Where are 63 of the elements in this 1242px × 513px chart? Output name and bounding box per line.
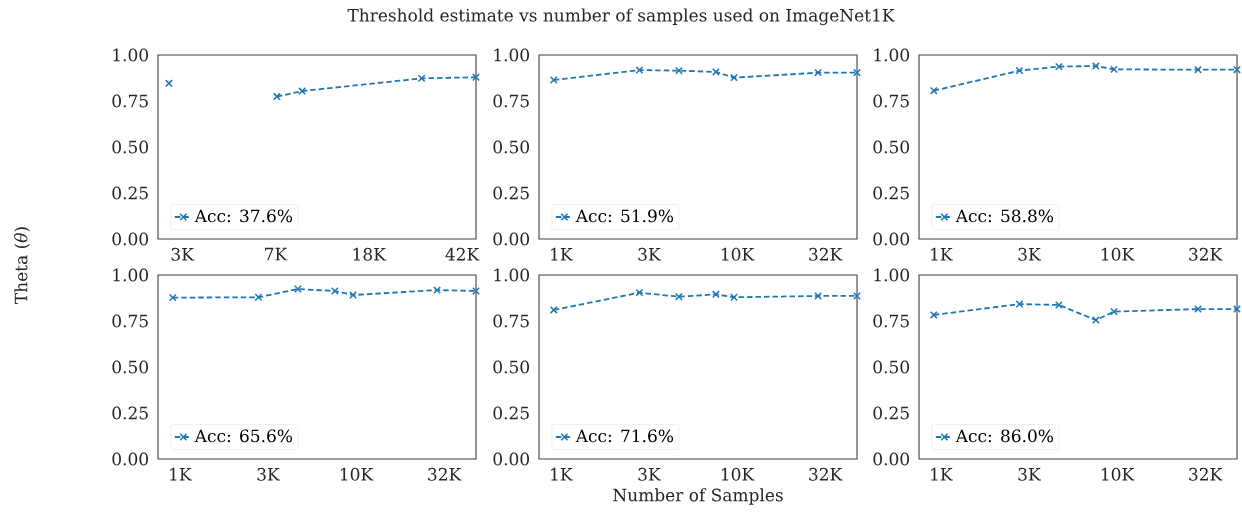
x-tick-label: 3K (1018, 247, 1041, 261)
x-tick-label: 10K (721, 467, 755, 481)
legend-label: Acc: 86.0% (955, 429, 1054, 443)
text: Threshold estimate vs number of samples used on ImageNet1K (347, 8, 895, 26)
legend-label: Acc: 65.6% (194, 429, 293, 443)
x-tick-label: 10K (340, 467, 374, 481)
y-tick-label: 0.00 (493, 452, 530, 466)
y-tick-label: 0.25 (493, 186, 529, 200)
y-tick-label: 0.00 (112, 232, 149, 246)
y-tick-label: 0.00 (112, 452, 149, 466)
y-tick-label: 0.75 (493, 94, 529, 108)
x-axis-title: Number of Samples (613, 488, 783, 505)
y-tick-label: 0.25 (873, 406, 909, 420)
y-tick-label: 1.00 (113, 48, 149, 62)
x-tick-label: 1K (551, 247, 573, 261)
y-tick-label: 0.00 (873, 452, 910, 466)
x-tick-label: 32K (1189, 247, 1223, 261)
x-tick-label: 42K (445, 247, 480, 261)
x-tick-label: 3K (1018, 467, 1041, 481)
x-tick-label: 7K (265, 247, 288, 261)
y-tick-label: 0.25 (873, 186, 909, 200)
y-tick-label: 0.50 (112, 140, 149, 154)
y-tick-label: 1.00 (494, 48, 530, 62)
y-tick-label: 0.25 (112, 186, 148, 200)
y-tick-label: 0.50 (873, 360, 910, 374)
y-tick-label: 1.00 (874, 268, 910, 282)
x-tick-label: 1K (551, 467, 573, 481)
y-tick-label: 0.75 (493, 314, 529, 328)
legend-label: Acc: 58.8% (955, 209, 1054, 223)
x-tick-label: 10K (1101, 467, 1135, 481)
x-tick-label: 32K (809, 247, 843, 261)
y-tick-label: 0.25 (493, 406, 529, 420)
y-tick-label: 0.50 (112, 360, 149, 374)
x-tick-label: 3K (638, 247, 661, 261)
legend-label: Acc: 51.9% (575, 209, 674, 223)
x-tick-label: 32K (1189, 467, 1223, 481)
y-axis-title: Theta (θ) (14, 227, 30, 304)
x-tick-label: 1K (170, 467, 192, 481)
y-tick-label: 1.00 (874, 48, 910, 62)
x-tick-label: 18K (353, 247, 387, 261)
y-tick-label: 0.75 (873, 94, 909, 108)
y-tick-label: 0.75 (112, 94, 148, 108)
x-tick-label: 3K (638, 467, 661, 481)
x-tick-label: 32K (428, 467, 462, 481)
x-tick-label: 32K (809, 467, 843, 481)
y-tick-label: 0.00 (873, 232, 910, 246)
x-tick-label: 1K (931, 247, 953, 261)
y-tick-label: 0.75 (873, 314, 909, 328)
y-tick-label: 0.00 (493, 232, 530, 246)
y-tick-label: 0.25 (112, 406, 148, 420)
y-tick-label: 0.50 (493, 140, 530, 154)
y-tick-label: 0.75 (112, 314, 148, 328)
x-tick-label: 1K (931, 467, 953, 481)
y-tick-label: 1.00 (113, 268, 149, 282)
y-tick-label: 1.00 (494, 268, 530, 282)
y-tick-label: 0.50 (873, 140, 910, 154)
y-tick-label: 0.50 (493, 360, 530, 374)
x-tick-label: 3K (171, 247, 195, 261)
legend-label: Acc: 71.6% (575, 429, 674, 443)
x-tick-label: 3K (257, 467, 280, 481)
x-tick-label: 10K (721, 247, 755, 261)
legend-label: Acc: 37.6% (194, 209, 293, 223)
x-tick-label: 10K (1101, 247, 1135, 261)
